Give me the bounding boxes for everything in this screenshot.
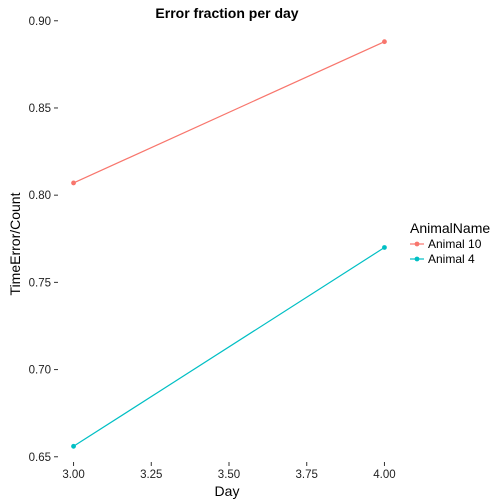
x-tick-label: 3.25 xyxy=(140,469,162,481)
y-tick-label: 0.90 xyxy=(29,16,51,28)
x-tick-label: 3.75 xyxy=(296,469,318,481)
legend-label: Animal 10 xyxy=(428,237,482,251)
y-tick-label: 0.80 xyxy=(29,190,51,202)
chart-title: Error fraction per day xyxy=(155,5,298,21)
series-line-1 xyxy=(73,41,385,184)
y-axis-title: TimeError/Count xyxy=(7,192,23,295)
y-axis: 0.65 0.70 0.75 0.80 0.85 0.90 xyxy=(29,16,58,464)
y-tick-label: 0.70 xyxy=(29,365,51,377)
legend-label: Animal 4 xyxy=(428,252,475,266)
legend-title: AnimalName xyxy=(410,220,490,236)
data-point xyxy=(71,180,76,186)
series-line-2 xyxy=(73,246,385,447)
data-point xyxy=(382,39,387,45)
y-tick-label: 0.75 xyxy=(29,277,51,289)
y-tick-label: 0.65 xyxy=(29,452,51,464)
x-axis: 3.00 3.25 3.50 3.75 4.00 xyxy=(62,462,396,481)
data-point xyxy=(382,245,387,250)
x-tick-label: 3.50 xyxy=(218,469,240,481)
x-tick-label: 4.00 xyxy=(373,469,395,481)
x-tick-label: 3.00 xyxy=(62,469,84,481)
series-layer xyxy=(71,39,387,449)
x-axis-title: Day xyxy=(215,483,240,499)
legend-key-point xyxy=(414,241,420,247)
legend-key-point xyxy=(414,256,420,262)
data-point xyxy=(71,443,76,449)
y-tick-label: 0.85 xyxy=(29,103,51,115)
